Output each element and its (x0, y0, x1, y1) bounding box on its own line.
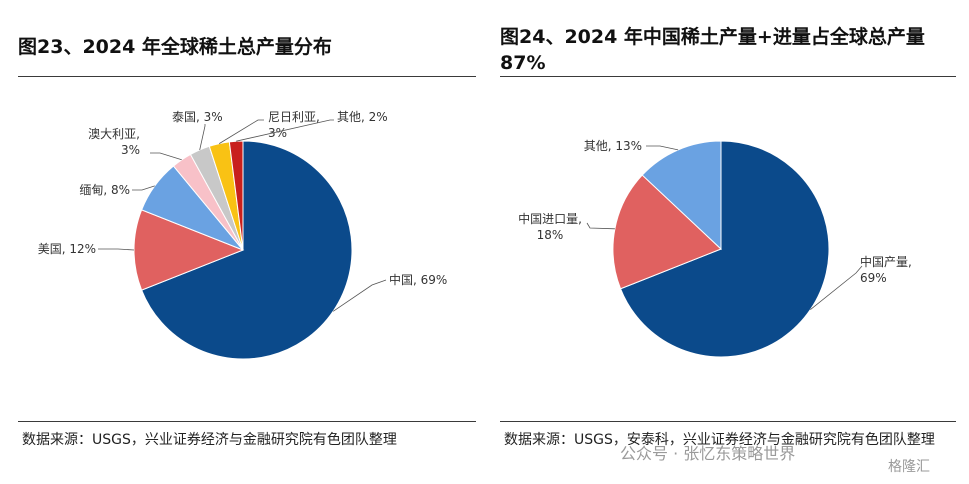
pie-leader-line (98, 248, 135, 251)
left-panel: 图23、2024 年全球稀土总产量分布 中国, 69% 美国, 12% 缅甸, 8%… (0, 0, 476, 484)
left-chart-title: 图23、2024 年全球稀土总产量分布 (18, 36, 332, 58)
pie-leader-line (646, 145, 679, 151)
right-panel: 图24、2024 年中国稀土产量+进量占全球总产量87% 中国产量, 69% 中国进… (494, 0, 956, 484)
pie-slice-label: 3% (268, 126, 287, 140)
right-pie-chart: 中国产量, 69% 中国进口量, 18% 其他, 13% (518, 139, 912, 358)
pie-slice-label: 中国产量, (860, 254, 912, 269)
pie-slice-label: 其他, 13% (584, 139, 642, 153)
pie-leader-line (199, 124, 206, 151)
watermark-text: 公众号 · 张忆东策略世界 (620, 444, 796, 463)
pie-slice-label: 3% (121, 143, 140, 157)
pie-slice-label: 泰国, 3% (172, 110, 223, 124)
right-source-note: 数据来源：USGS，安泰科，兴业证券经济与金融研究院有色团队整理 (504, 432, 935, 448)
right-chart-title: 图24、2024 年中国稀土产量+进量占全球总产量87% (500, 26, 925, 74)
pie-slice-label: 缅甸, 8% (79, 183, 130, 197)
pie-slice-label: 其他, 2% (337, 110, 388, 124)
pie-slice-label: 中国进口量, (518, 211, 582, 226)
pie-leader-line (236, 119, 334, 142)
pie-leader-line (132, 185, 155, 191)
pie-leader-line (332, 279, 387, 312)
pie-slice (619, 140, 830, 358)
pie-slice-label: 澳大利亚, (88, 127, 140, 141)
left-source-note: 数据来源：USGS，兴业证券经济与金融研究院有色团队整理 (22, 432, 397, 448)
watermark-logo: 格隆汇 (888, 459, 930, 475)
pie-slice (228, 140, 244, 251)
pie-leader-line (218, 119, 264, 144)
pie-slice-label: 中国, 69% (389, 272, 447, 287)
pie-slice (141, 140, 353, 360)
pie-slice (641, 140, 722, 251)
left-source-rule (18, 421, 476, 422)
pie-leader-line (810, 265, 863, 311)
pie-slice-label: 18% (537, 228, 564, 242)
right-title-rule (500, 76, 956, 77)
pie-slice-label: 69% (860, 271, 887, 285)
pie-slice-label: 美国, 12% (38, 242, 96, 256)
pie-leader-line (150, 152, 182, 161)
pie-slice (612, 174, 722, 290)
pie-slice-label: 尼日利亚, (268, 110, 320, 124)
pie-leader-line (586, 222, 615, 230)
left-pie-chart: 中国, 69% 美国, 12% 缅甸, 8% 澳大利亚, 3% 泰国, 3% 尼日利亚, 3%… (38, 110, 447, 360)
left-title-rule (18, 76, 476, 77)
right-source-rule (500, 421, 956, 422)
